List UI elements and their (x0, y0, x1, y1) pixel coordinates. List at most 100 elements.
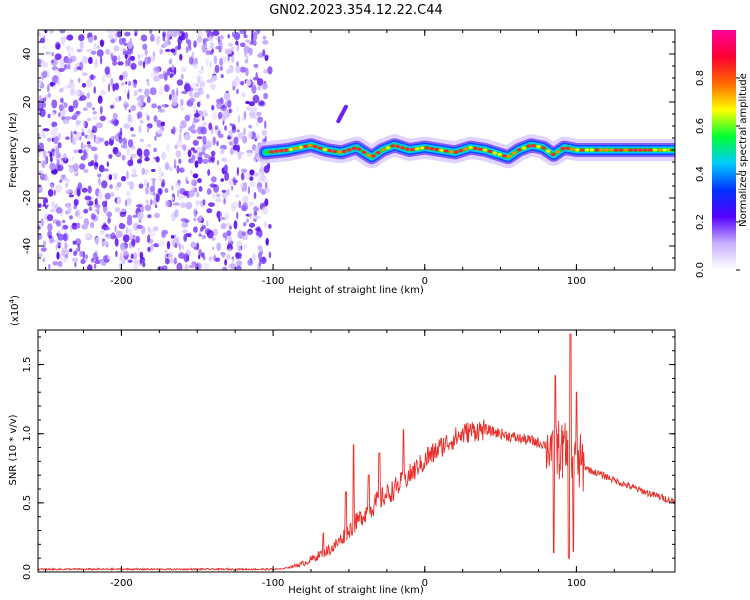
y-tick-label: -40 (22, 238, 33, 254)
spectrogram-x-label: Height of straight line (km) (288, 285, 424, 296)
noise-blob (87, 117, 91, 122)
noise-blob (156, 119, 162, 128)
noise-blob (224, 212, 229, 221)
noise-blob (87, 134, 93, 141)
noise-blob (75, 120, 82, 125)
noise-blob (235, 194, 240, 198)
noise-blob (212, 136, 216, 146)
x-tick-label: 0 (422, 276, 428, 287)
noise-blob (142, 262, 146, 268)
noise-blob (53, 189, 56, 196)
noise-blob (227, 235, 233, 243)
noise-blob (158, 86, 164, 96)
noise-blob (117, 61, 124, 66)
noise-blob (174, 158, 177, 168)
noise-blob (267, 66, 273, 75)
noise-blob (125, 58, 128, 67)
noise-blob (67, 190, 70, 195)
y-tick-label: 1.5 (22, 357, 33, 373)
ridge-peak (647, 148, 653, 152)
noise-blob (207, 169, 211, 176)
noise-blob (225, 248, 233, 252)
noise-blob (263, 92, 268, 100)
noise-blob (222, 232, 228, 239)
noise-blob (123, 42, 128, 46)
colorbar-tick-label: 0.8 (695, 70, 706, 86)
ridge-peak (308, 143, 313, 147)
noise-blob (39, 173, 46, 181)
noise-blob (66, 45, 71, 53)
noise-blob (243, 30, 247, 38)
ridge-peak (580, 148, 585, 152)
noise-blob (59, 30, 66, 34)
noise-blob (138, 183, 144, 189)
noise-blob (132, 234, 136, 239)
noise-blob (190, 147, 195, 151)
noise-blob (186, 255, 190, 262)
noise-blob (114, 33, 117, 42)
noise-blob (58, 104, 64, 112)
noise-blob (210, 150, 216, 156)
x-tick-label: 100 (567, 578, 586, 589)
noise-blob (236, 166, 239, 176)
noise-blob (228, 225, 233, 230)
noise-blob (146, 96, 151, 104)
noise-blob (257, 245, 263, 251)
noise-blob (69, 248, 73, 252)
noise-blob (130, 104, 137, 112)
noise-blob (67, 205, 72, 214)
noise-blob (112, 112, 118, 121)
noise-blob (224, 125, 228, 131)
noise-blob (184, 83, 191, 92)
colorbar-tick-label: 0.4 (695, 166, 706, 182)
noise-blob (249, 181, 256, 188)
noise-blob (72, 156, 75, 160)
noise-blob (63, 64, 68, 70)
noise-blob (61, 36, 66, 45)
y-tick-label: 0 (22, 147, 33, 153)
ridge-peak (652, 148, 658, 152)
noise-blob (147, 214, 152, 219)
noise-blob (265, 237, 269, 246)
noise-blob (261, 256, 266, 263)
noise-blob (261, 82, 268, 90)
noise-blob (114, 82, 120, 91)
y-tick-label: 0.0 (22, 564, 33, 580)
ridge-peak (550, 152, 556, 156)
noise-blob (90, 213, 96, 220)
noise-blob (62, 85, 69, 90)
noise-blob (78, 149, 83, 154)
noise-blob (204, 153, 210, 159)
noise-blob (120, 176, 127, 182)
ridge-peak (303, 144, 308, 148)
noise-blob (108, 33, 114, 40)
noise-blob (171, 185, 174, 191)
noise-blob (229, 123, 233, 127)
noise-blob (102, 238, 106, 242)
noise-blob (173, 66, 177, 75)
x-tick-label: -200 (110, 276, 133, 287)
noise-blob (107, 217, 111, 224)
noise-blob (212, 193, 216, 200)
noise-blob (113, 45, 120, 52)
noise-blob (127, 116, 134, 124)
noise-blob (206, 208, 213, 214)
noise-blob (241, 151, 244, 156)
noise-blob (90, 74, 94, 81)
noise-blob (83, 168, 89, 174)
noise-blob (187, 46, 192, 51)
noise-blob (262, 40, 269, 45)
noise-blob (126, 197, 132, 206)
noise-blob (181, 144, 187, 150)
noise-blob (162, 104, 169, 108)
noise-blob (76, 62, 80, 67)
noise-blob (96, 208, 100, 216)
noise-blob (193, 226, 198, 233)
noise-blob (262, 35, 267, 40)
noise-blob (253, 63, 259, 68)
noise-blob (115, 151, 122, 158)
ridge-peak (361, 150, 366, 154)
noise-blob (234, 77, 241, 86)
noise-blob (86, 141, 91, 145)
noise-blob (62, 219, 66, 224)
